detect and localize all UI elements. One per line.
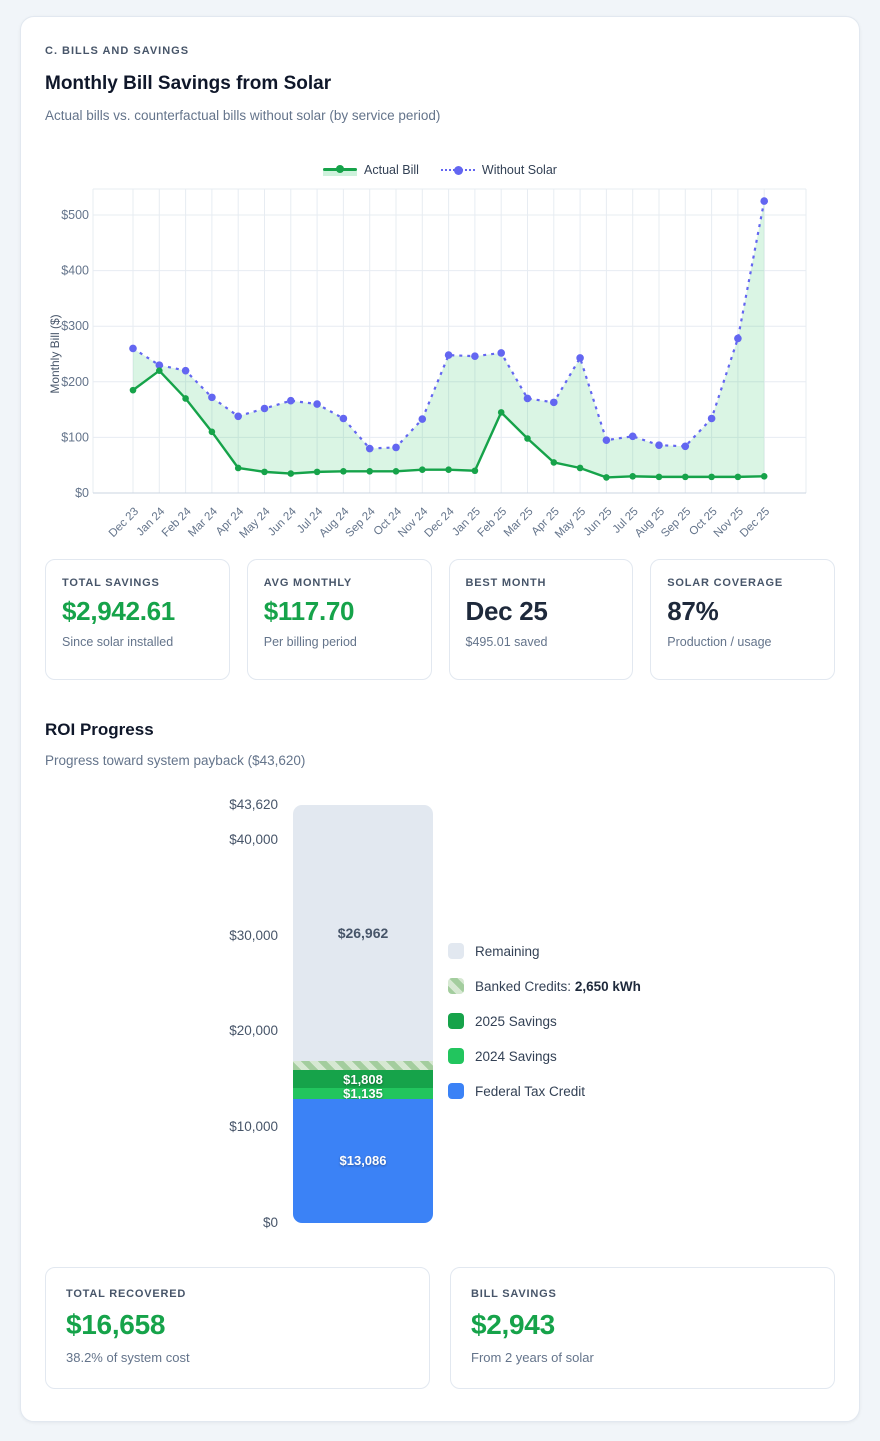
page-title: Monthly Bill Savings from Solar [45,73,332,94]
vertical-gridlines [92,188,807,493]
y-tick-label: $100 [61,430,89,444]
stat-value: 87% [667,596,719,626]
x-tick-label: May 24 [237,505,273,541]
savings-area-fill [133,201,765,478]
stat-value: $2,942.61 [62,596,175,626]
roi-y-tick-label: $30,000 [229,927,278,943]
roi-segment-label: $1,135 [343,1085,383,1101]
roi-y-tick-label: $0 [262,1215,278,1230]
bill-chart-legend: Actual Bill Without Solar [45,161,835,179]
stat-card-total-savings: TOTAL SAVINGS $2,942.61 Since solar instal… [45,559,230,680]
stat-card-bill-savings: BILL SAVINGS $2,943 From 2 years of solar [450,1267,835,1389]
roi-progress-chart: $43,620 $40,000 $30,000 $20,000 $10,000 $0 $26… [45,797,433,1231]
stat-value: $117.70 [263,596,355,626]
roi-legend-bold-value: 2,650 kWh [574,978,641,994]
without-solar-points [129,197,768,453]
roi-section-title: ROI Progress [45,720,154,739]
stat-card-avg-monthly: AVG MONTHLY $117.70 Per billing period [246,559,432,680]
y-tick-label: $400 [61,264,89,278]
bills-and-savings-panel: C. BILLS AND SAVINGS Monthly Bill Saving… [20,16,860,1422]
roi-legend-item-2024-savings: 2024 Savings [448,1048,641,1064]
bill-chart-svg: $0 $100 $200 $300 $400 $500 Monthly Bill ($) De… [48,188,807,541]
legend-label-actual-bill: Actual Bill [364,163,419,177]
y-tick-label: $200 [61,375,89,389]
roi-legend-label: Remaining [475,943,540,959]
y-tick-label: $300 [61,319,89,333]
actual-bill-points [129,367,768,481]
roi-y-tick-label: $10,000 [229,1119,278,1135]
roi-legend-label: Banked Credits: [475,978,575,994]
stat-subtext: From 2 years of solar [471,1350,594,1365]
roi-stats-row: TOTAL RECOVERED $16,658 38.2% of system co… [45,1267,835,1389]
roi-legend-item-remaining: Remaining [448,943,641,959]
stat-label: SOLAR COVERAGE [667,577,783,589]
x-tick-label: Jun 25 [582,506,615,539]
x-tick-label: Mar 25 [502,506,536,540]
x-tick-label: Mar 24 [186,505,220,539]
actual-bill-line-icon [323,164,358,176]
roi-segment-2025-savings: $1,808 [293,1070,433,1088]
horizontal-gridlines-and-yticks: $0 $100 $200 $300 $400 $500 [61,208,806,500]
roi-y-tick-label: $40,000 [229,831,278,847]
bill-savings-chart: $0 $100 $200 $300 $400 $500 Monthly Bill ($) De… [45,183,835,541]
roi-legend-item-banked-credits: Banked Credits: 2,650 kWh [448,978,641,994]
roi-segment-label: $1,808 [343,1071,383,1087]
roi-segment-federal-tax-credit: $13,086 [293,1098,433,1223]
roi-legend-swatch-icon [448,978,464,994]
stat-label: AVG MONTHLY [263,577,352,589]
roi-legend-label: Federal Tax Credit [475,1083,586,1099]
stat-label: TOTAL RECOVERED [66,1288,187,1300]
stats-row: TOTAL SAVINGS $2,942.61 Since solar instal… [45,559,835,680]
roi-stacked-bar: $26,962 $1,808 $1,135 $13,086 [293,805,433,1223]
stat-label: TOTAL SAVINGS [62,577,160,589]
stat-subtext: Per billing period [263,635,357,649]
roi-y-tick-label: $43,620 [229,797,278,812]
stat-card-total-recovered: TOTAL RECOVERED $16,658 38.2% of system co… [45,1267,430,1389]
roi-y-tick-label: $20,000 [229,1023,278,1039]
y-tick-label: $500 [61,208,89,222]
without-solar-dotted-line-icon [440,164,475,176]
stat-label: BILL SAVINGS [471,1288,557,1300]
section-eyebrow: C. BILLS AND SAVINGS [45,45,190,57]
stat-value: $16,658 [66,1309,166,1340]
y-axis-title: Monthly Bill ($) [48,314,62,393]
roi-segment-banked-credits [293,1061,433,1071]
legend-item-without-solar: Without Solar [440,163,557,177]
stat-card-best-month: BEST MONTH Dec 25 $495.01 saved [448,559,634,680]
roi-legend-swatch-icon [448,1013,464,1029]
roi-legend-label: 2025 Savings [475,1013,557,1029]
stat-subtext: 38.2% of system cost [66,1350,190,1365]
roi-legend-swatch-icon [448,943,464,959]
roi-section-subtitle: Progress toward system payback ($43,620) [45,753,306,768]
stat-value: Dec 25 [465,596,548,626]
x-tick-label: Jun 24 [266,505,299,538]
stat-value: $2,943 [471,1309,555,1340]
stat-card-solar-coverage: SOLAR COVERAGE 87% Production / usage [650,559,835,680]
roi-legend-item-federal-tax-credit: Federal Tax Credit [448,1083,641,1099]
stat-subtext: Production / usage [667,635,772,649]
stat-subtext: Since solar installed [62,635,174,649]
x-tick-label: Dec 24 [422,505,457,540]
stat-subtext: $495.01 saved [465,635,548,649]
roi-legend-item-2025-savings: 2025 Savings [448,1013,641,1029]
roi-segment-label: $13,086 [339,1153,387,1169]
roi-legend-label: 2024 Savings [475,1048,557,1064]
y-tick-label: $0 [75,486,89,500]
stat-label: BEST MONTH [465,577,547,589]
legend-item-actual-bill: Actual Bill [323,163,419,177]
x-tick-label: Sep 24 [344,505,379,540]
roi-segment-2024-savings: $1,135 [293,1085,433,1101]
roi-legend-swatch-icon [448,1083,464,1099]
roi-segment-label: $26,962 [337,925,389,942]
x-tick-label: Dec 23 [107,506,141,540]
x-tick-label: Dec 25 [738,506,772,540]
roi-chart-layout: $43,620 $40,000 $30,000 $20,000 $10,000 $0 $26… [45,797,835,1231]
roi-segment-remaining: $26,962 [293,805,433,1062]
legend-label-without-solar: Without Solar [481,163,557,177]
page-subtitle: Actual bills vs. counterfactual bills wi… [45,108,441,123]
x-tick-label: Sep 25 [659,506,693,540]
roi-legend: Remaining Banked Credits: 2,650 kWh 2025 S… [448,943,641,1231]
roi-legend-swatch-icon [448,1048,464,1064]
